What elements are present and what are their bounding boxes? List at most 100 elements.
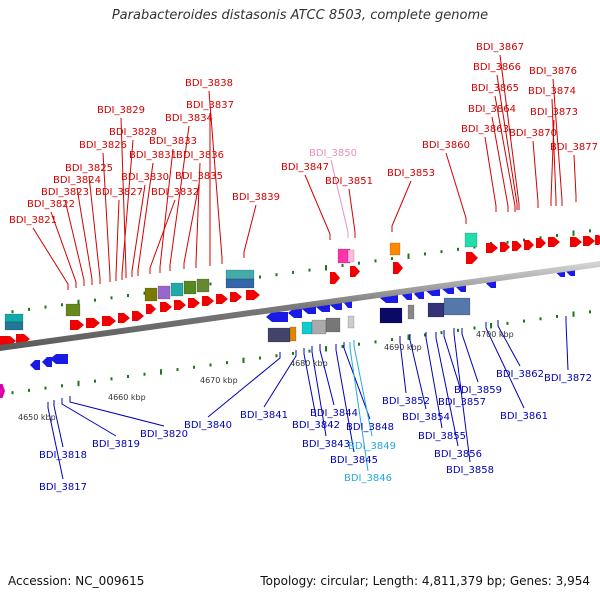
forward-gene-arrow bbox=[86, 318, 100, 328]
forward-gene-arrow bbox=[466, 252, 478, 264]
gene-label-top: BDI_3825 bbox=[65, 163, 113, 174]
leader-line bbox=[551, 98, 557, 206]
gene-box bbox=[311, 319, 327, 335]
leader-line bbox=[453, 328, 471, 463]
leader-line bbox=[399, 336, 407, 394]
gene-box bbox=[289, 326, 297, 342]
leader-line bbox=[532, 140, 539, 208]
gene-label-bottom: BDI_3845 bbox=[330, 455, 378, 466]
forward-gene-arrow bbox=[216, 294, 228, 304]
forward-gene-arrow bbox=[230, 292, 242, 302]
gene-label-top: BDI_3865 bbox=[471, 83, 519, 94]
leader-line bbox=[573, 154, 577, 202]
reverse-gene-arrow bbox=[288, 308, 302, 318]
gene-label-bottom: BDI_3872 bbox=[544, 373, 592, 384]
gene-label-bottom: BDI_3842 bbox=[292, 420, 340, 431]
forward-gene-arrow bbox=[160, 302, 172, 312]
leader-line bbox=[443, 330, 463, 395]
gene-label-top: BDI_3824 bbox=[53, 175, 101, 186]
gene-label-bottom: BDI_3861 bbox=[500, 411, 548, 422]
leader-line bbox=[497, 320, 521, 367]
scale-label: 4700 kbp bbox=[476, 330, 514, 339]
gene-box bbox=[379, 307, 403, 324]
gene-label-top: BDI_3867 bbox=[476, 42, 524, 53]
leader-line bbox=[425, 332, 443, 429]
leader-line bbox=[149, 199, 176, 274]
gene-label-top: BDI_3827 bbox=[95, 187, 143, 198]
forward-gene-arrow bbox=[486, 243, 498, 253]
forward-gene-arrow bbox=[583, 236, 595, 246]
gene-box bbox=[325, 317, 341, 333]
genome-backbone bbox=[0, 261, 600, 351]
gene-label-top: BDI_3828 bbox=[109, 127, 157, 138]
forward-gene-arrow bbox=[202, 296, 214, 306]
gene-box bbox=[157, 285, 171, 300]
gene-label-top: BDI_3850 bbox=[309, 148, 357, 159]
leader-line bbox=[485, 322, 525, 409]
gene-label-top: BDI_3826 bbox=[79, 140, 127, 151]
leader-line bbox=[208, 90, 223, 264]
gene-label-bottom: BDI_3843 bbox=[302, 439, 350, 450]
gene-label-top: BDI_3839 bbox=[232, 192, 280, 203]
gene-label-bottom: BDI_3817 bbox=[39, 482, 87, 493]
gene-box bbox=[65, 303, 81, 317]
leader-line bbox=[207, 352, 281, 418]
leader-line bbox=[243, 204, 257, 258]
forward-gene-arrow bbox=[350, 266, 360, 277]
gene-label-top: BDI_3863 bbox=[461, 124, 509, 135]
gene-box bbox=[389, 242, 401, 256]
forward-gene-arrow bbox=[0, 384, 5, 398]
gene-label-bottom: BDI_3862 bbox=[496, 369, 544, 380]
reverse-gene-arrow bbox=[42, 357, 52, 367]
gene-box bbox=[301, 321, 313, 335]
leader-line bbox=[491, 116, 509, 212]
scale-label: 4670 kbp bbox=[200, 376, 238, 385]
forward-gene-arrow bbox=[393, 262, 403, 274]
leader-line bbox=[50, 211, 77, 288]
gene-box bbox=[144, 287, 158, 302]
forward-gene-arrow bbox=[132, 311, 144, 321]
leader-line bbox=[169, 125, 190, 271]
leader-line bbox=[102, 152, 111, 282]
leader-line bbox=[263, 350, 297, 408]
leader-line bbox=[88, 175, 101, 284]
leader-line bbox=[311, 346, 327, 437]
gene-label-top: BDI_3873 bbox=[530, 107, 578, 118]
leader-line bbox=[131, 184, 146, 277]
leader-line bbox=[159, 148, 174, 273]
gene-label-bottom: BDI_3844 bbox=[310, 408, 358, 419]
gene-label-top: BDI_3864 bbox=[468, 104, 516, 115]
gene-label-top: BDI_3866 bbox=[473, 62, 521, 73]
gene-label-top: BDI_3870 bbox=[509, 128, 557, 139]
leader-line bbox=[499, 54, 520, 210]
gene-label-bottom: BDI_3857 bbox=[438, 397, 486, 408]
reverse-gene-arrow bbox=[30, 360, 40, 370]
gene-box bbox=[4, 313, 24, 323]
leader-line bbox=[304, 174, 331, 240]
reverse-gene-arrow bbox=[50, 354, 68, 364]
leader-line bbox=[120, 117, 127, 278]
forward-gene-arrow bbox=[330, 272, 340, 284]
leader-line bbox=[494, 95, 516, 212]
leader-line bbox=[330, 159, 349, 238]
gene-label-bottom: BDI_3854 bbox=[402, 412, 450, 423]
gene-box bbox=[183, 280, 197, 295]
leader-line bbox=[348, 188, 356, 238]
gene-box bbox=[347, 249, 355, 263]
gene-label-bottom: BDI_3848 bbox=[346, 422, 394, 433]
forward-gene-arrow bbox=[188, 298, 200, 308]
gene-label-bottom: BDI_3841 bbox=[240, 410, 288, 421]
gene-label-bottom: BDI_3855 bbox=[418, 431, 466, 442]
leader-line bbox=[496, 74, 518, 210]
gene-label-bottom: BDI_3849 bbox=[348, 441, 396, 452]
forward-gene-arrow bbox=[102, 316, 116, 326]
leader-line bbox=[552, 78, 563, 206]
gene-label-bottom: BDI_3820 bbox=[140, 429, 188, 440]
gene-label-top: BDI_3853 bbox=[387, 168, 435, 179]
gene-label-top: BDI_3833 bbox=[149, 136, 197, 147]
gene-label-top: BDI_3823 bbox=[41, 187, 89, 198]
leader-line bbox=[195, 162, 201, 268]
gene-label-bottom: BDI_3818 bbox=[39, 450, 87, 461]
leader-line bbox=[115, 199, 120, 281]
gene-label-top: BDI_3835 bbox=[175, 171, 223, 182]
